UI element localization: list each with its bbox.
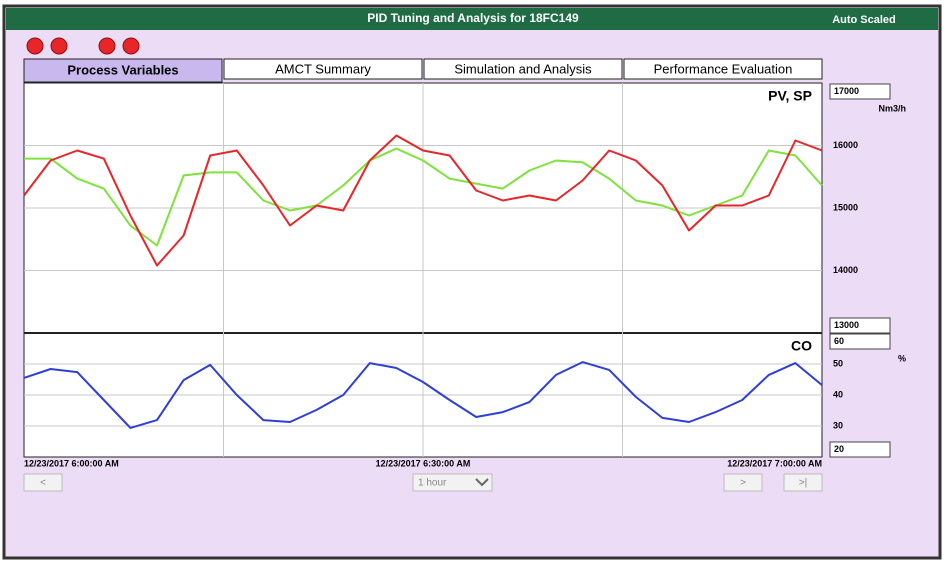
limit-value[interactable]: 17000 <box>834 86 859 96</box>
title-bar <box>6 8 938 30</box>
y-tick-label: 50 <box>833 358 843 368</box>
next-label[interactable]: > <box>740 478 746 489</box>
y-tick-label: 15000 <box>833 202 858 212</box>
series-line <box>24 147 823 247</box>
tabs: Process Variables AMCT Summary Simulatio… <box>23 58 823 83</box>
y-tick-label: 14000 <box>833 265 858 275</box>
range-select[interactable] <box>412 473 493 492</box>
tab[interactable] <box>223 58 423 80</box>
limit-value[interactable]: 60 <box>834 336 844 346</box>
end-label[interactable]: >| <box>799 478 807 489</box>
limit-value[interactable]: 20 <box>834 444 844 454</box>
limit-box[interactable] <box>829 83 891 100</box>
window-title: PID Tuning and Analysis for 18FC149 <box>367 11 579 25</box>
limit-box[interactable] <box>829 441 891 458</box>
limit-box[interactable] <box>829 317 891 334</box>
range-label[interactable]: 1 hour <box>418 478 447 489</box>
end-button[interactable] <box>783 473 823 492</box>
navigation: < 1 hour > >| <box>23 473 823 492</box>
pane-title: PV, SP <box>768 88 812 104</box>
unit-label: % <box>898 353 906 363</box>
export-icon[interactable] <box>122 37 140 55</box>
x-tick-label: 12/23/2017 7:00:00 AM <box>727 458 822 468</box>
limit-value[interactable]: 13000 <box>834 320 859 330</box>
prev-button[interactable] <box>23 473 63 492</box>
zoom-out-icon[interactable] <box>50 37 68 55</box>
tab[interactable] <box>623 58 823 80</box>
tab-label[interactable]: Performance Evaluation <box>654 61 793 76</box>
tab-label[interactable]: AMCT Summary <box>275 61 371 76</box>
calendar-icon[interactable] <box>98 37 116 55</box>
series-line <box>23 134 823 267</box>
scale-status: Auto Scaled <box>832 14 896 26</box>
toolbar <box>26 37 140 55</box>
x-tick-label: 12/23/2017 6:30:00 AM <box>376 458 471 468</box>
y-tick-label: 40 <box>833 389 843 399</box>
series-line <box>23 361 823 429</box>
tab[interactable] <box>423 58 623 80</box>
dropdown-arrow[interactable] <box>475 478 489 487</box>
limit-box[interactable] <box>829 333 891 350</box>
tab[interactable] <box>23 58 223 83</box>
pane-title: CO <box>791 338 812 354</box>
tab-label[interactable]: Process Variables <box>67 62 178 77</box>
tab-label[interactable]: Simulation and Analysis <box>454 61 592 76</box>
next-button[interactable] <box>723 473 763 492</box>
zoom-in-icon[interactable] <box>26 37 44 55</box>
y-tick-label: 30 <box>833 420 843 430</box>
prev-label[interactable]: < <box>40 478 46 489</box>
unit-label: Nm3/h <box>878 103 906 113</box>
y-tick-label: 16000 <box>833 140 858 150</box>
x-tick-label: 12/23/2017 6:00:00 AM <box>24 458 119 468</box>
